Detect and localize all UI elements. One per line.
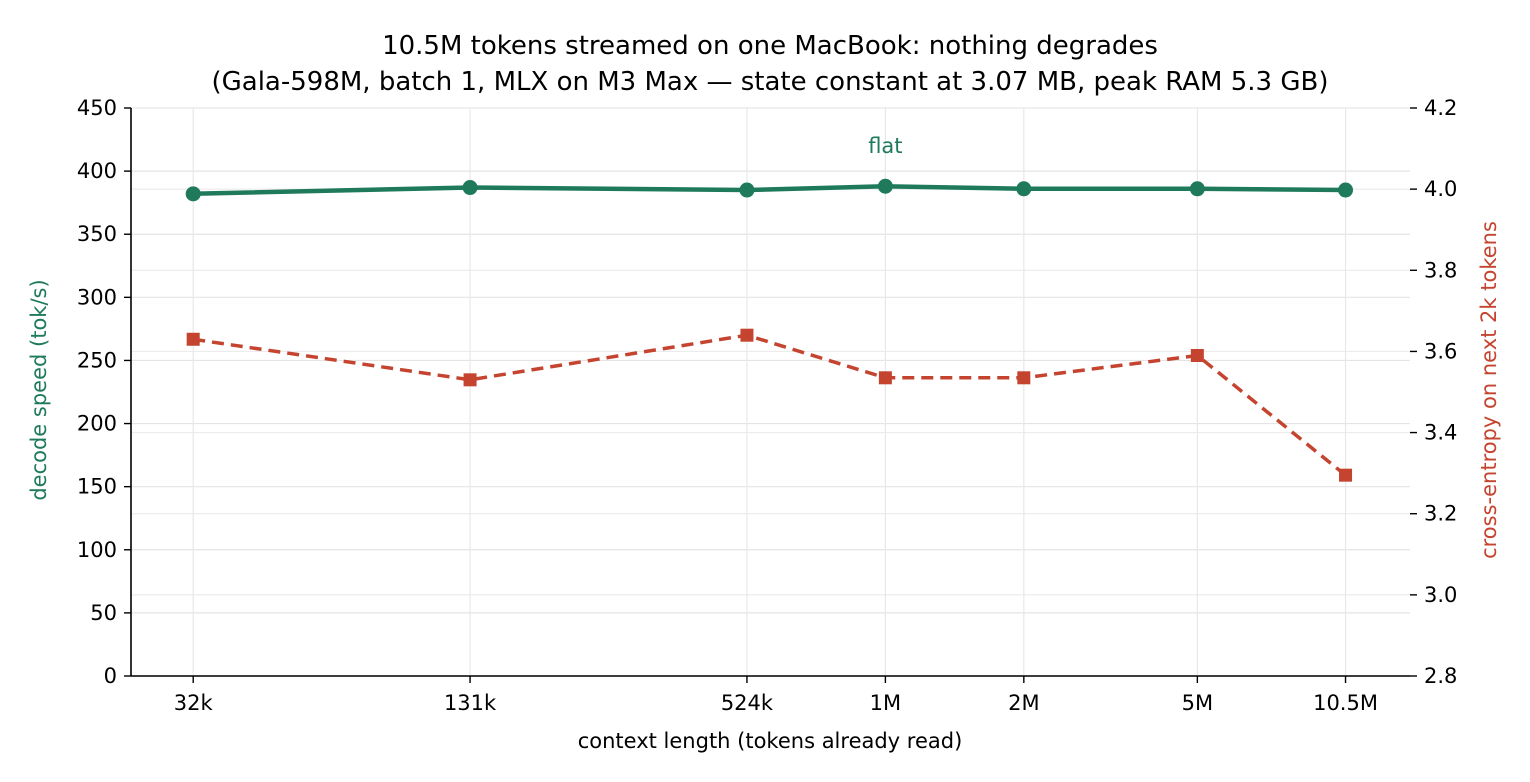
tick-labels: 0 50 100 150 200 250 300 350 400 450 2.8 3.0 3.2 3.4 3… [77,96,1458,715]
x-tick-label: 131k [444,691,497,715]
right-tick-label: 3.2 [1424,502,1457,526]
right-tick-label: 2.8 [1424,664,1457,688]
left-tick-label: 150 [77,475,117,499]
x-tick-label: 32k [174,691,214,715]
cross-entropy-point-131k [463,373,477,387]
right-tick-label: 3.6 [1424,339,1457,363]
x-tick-label: 2M [1008,691,1039,715]
series-line-decode-speed [193,184,1346,197]
left-tick-label: 50 [90,601,117,625]
chart-title: 10.5M tokens streamed on one MacBook: no… [382,31,1158,61]
annotation-flat: flat [868,134,902,158]
left-tick-label: 300 [77,285,117,309]
series-line-cross-entropy [192,333,1347,477]
axes [124,107,1417,683]
left-tick-label: 350 [77,222,117,246]
left-tick-label: 450 [77,96,117,120]
decode-speed-point-1M [877,178,893,194]
right-tick-label: 3.0 [1424,583,1457,607]
decode-speed-point-5M [1189,181,1205,197]
decode-speed-point-2M [1016,181,1032,197]
x-tick-label: 524k [721,691,774,715]
right-tick-label: 4.2 [1424,96,1457,120]
series-layer: flat [185,134,1354,482]
cross-entropy-point-5M [1190,348,1204,362]
left-tick-label: 400 [77,159,117,183]
x-tick-label: 5M [1182,691,1213,715]
left-tick-label: 100 [77,538,117,562]
x-tick-label: 1M [870,691,901,715]
left-tick-label: 250 [77,348,117,372]
decode-speed-point-131k [462,180,478,196]
left-y-axis-label: decode speed (tok/s) [27,279,51,500]
decode-speed-point-10.5M [1338,182,1354,198]
cross-entropy-point-524k [740,328,754,342]
right-tick-label: 4.0 [1424,177,1457,201]
chart-subtitle: (Gala-598M, batch 1, MLX on M3 Max — sta… [211,67,1328,97]
cross-entropy-point-1M [878,371,892,385]
right-y-axis-label: cross-entropy on next 2k tokens [1477,221,1501,559]
right-tick-label: 3.4 [1424,421,1457,445]
cross-entropy-point-2M [1017,371,1031,385]
gridlines [131,107,1410,677]
decode-speed-point-524k [739,182,755,198]
left-tick-label: 200 [77,412,117,436]
x-axis-label: context length (tokens already read) [578,729,963,753]
right-tick-label: 3.8 [1424,258,1457,282]
x-tick-label: 10.5M [1313,691,1378,715]
cross-entropy-point-10.5M [1339,468,1353,482]
decode-speed-point-32k [185,186,201,202]
cross-entropy-point-32k [186,332,200,346]
left-tick-label: 0 [104,664,117,688]
